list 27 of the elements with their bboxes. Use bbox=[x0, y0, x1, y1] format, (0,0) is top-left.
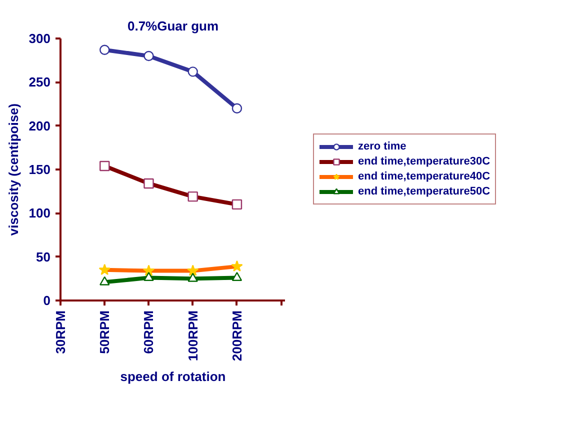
legend-label: end time,temperature50C bbox=[358, 184, 490, 198]
point bbox=[100, 44, 110, 55]
y-tick-label: 300 bbox=[28, 31, 51, 46]
point bbox=[188, 66, 198, 77]
x-tick-label: 60RPM bbox=[141, 310, 156, 354]
legend-label: zero time bbox=[358, 140, 406, 154]
legend-label: end time,temperature40C bbox=[358, 170, 490, 184]
point bbox=[144, 50, 154, 62]
y-tick-label: 100 bbox=[28, 206, 51, 221]
chart-title: 0.7%Guar gum bbox=[127, 18, 219, 34]
point bbox=[232, 103, 242, 114]
x-axis-title: speed of rotation bbox=[120, 369, 226, 384]
y-tick-label: 50 bbox=[36, 249, 51, 264]
point bbox=[188, 272, 198, 282]
y-axis-title: viscosity (centipoise) bbox=[6, 103, 21, 236]
y-tick-label: 0 bbox=[43, 293, 51, 308]
x-tick-label: 30RPM bbox=[53, 310, 68, 354]
y-tick-label: 250 bbox=[28, 74, 51, 90]
y-tick-label: 200 bbox=[28, 118, 51, 134]
x-tick-label: 50RPM bbox=[97, 310, 112, 354]
x-tick-label: 200RPM bbox=[229, 310, 244, 362]
y-tick-label: 150 bbox=[28, 162, 51, 177]
legend-label: end time,temperature30C bbox=[358, 154, 490, 168]
point bbox=[232, 272, 242, 281]
x-tick-label: 100RPM bbox=[185, 310, 200, 362]
point bbox=[100, 276, 110, 286]
point bbox=[144, 272, 154, 281]
